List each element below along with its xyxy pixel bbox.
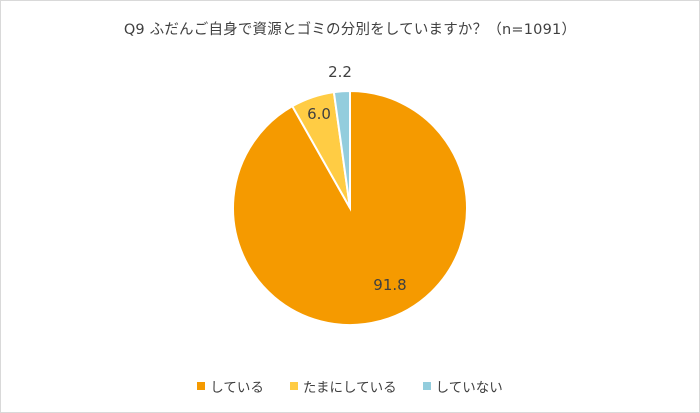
pie-slice-shiteinai [332, 89, 351, 209]
legend: している たまにしている していない [0, 376, 700, 396]
data-label-tamani: 6.0 [307, 105, 331, 123]
data-label-shiteinai: 2.2 [328, 63, 352, 81]
data-label-shiteiru: 91.8 [373, 276, 406, 294]
legend-label-shiteinai: していない [435, 380, 503, 396]
chart-title: Q9 ふだんご自身で資源とゴミの分別をしていますか？（n=1091） [123, 22, 577, 38]
legend-swatch-shiteinai [422, 382, 431, 390]
legend-item-shiteiru: している [197, 376, 264, 396]
legend-label-shiteiru: している [210, 380, 264, 396]
legend-item-shiteinai: していない [422, 376, 503, 396]
legend-item-tamani: たまにしている [289, 376, 397, 396]
legend-swatch-shiteiru [197, 382, 206, 390]
legend-swatch-tamani [289, 382, 298, 390]
legend-label-tamani: たまにしている [302, 380, 397, 396]
